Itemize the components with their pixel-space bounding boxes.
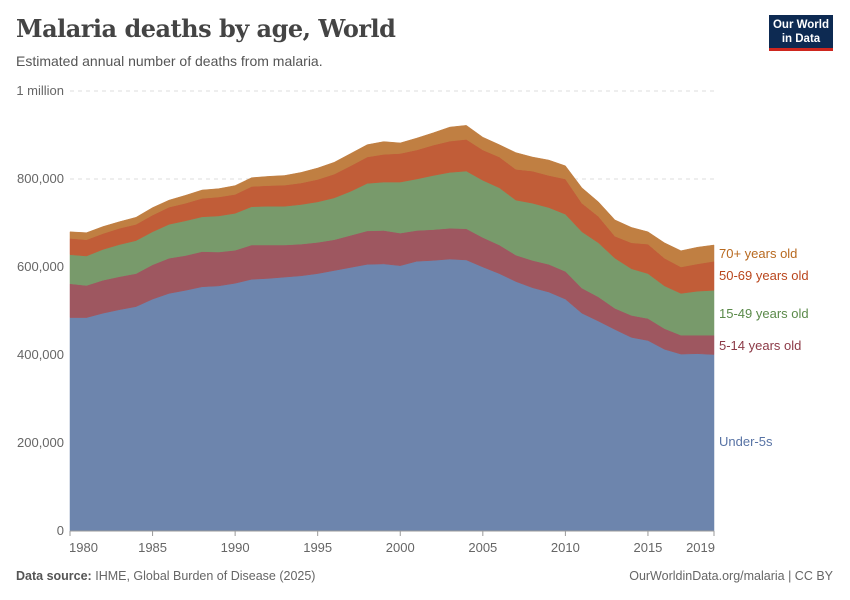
source-text[interactable]: IHME, Global Burden of Disease (2025) (95, 569, 316, 583)
x-tick-label: 2010 (551, 540, 580, 555)
x-tick-label: 1985 (138, 540, 167, 555)
data-source: Data source: IHME, Global Burden of Dise… (16, 569, 315, 583)
legend-label: 70+ years old (719, 246, 797, 261)
stacked-area-chart: 0 200,000 400,000 600,000 800,000 1 million 19… (16, 83, 809, 555)
x-tick-label: 1995 (303, 540, 332, 555)
y-tick-label: 1 million (16, 83, 64, 98)
x-tick-label: 1990 (221, 540, 250, 555)
logo-line1: Our World (772, 19, 829, 31)
logo-line2: in Data (781, 33, 821, 45)
x-tick-label: 2019 (686, 540, 715, 555)
legend-label: Under-5s (719, 434, 773, 449)
y-tick-label: 0 (57, 523, 64, 538)
page-title: Malaria deaths by age, World (16, 14, 396, 43)
owid-logo[interactable]: Our World in Data (769, 15, 833, 51)
y-tick-label: 200,000 (17, 435, 64, 450)
y-tick-label: 400,000 (17, 347, 64, 362)
x-tick-label: 2005 (468, 540, 497, 555)
y-tick-label: 600,000 (17, 259, 64, 274)
x-tick-label: 2000 (386, 540, 415, 555)
legend-label: 5-14 years old (719, 338, 801, 353)
x-tick-label: 2015 (633, 540, 662, 555)
x-tick-label: 1980 (69, 540, 98, 555)
legend-label: 15-49 years old (719, 306, 809, 321)
y-tick-label: 800,000 (17, 171, 64, 186)
legend-label: 50-69 years old (719, 268, 809, 283)
page-subtitle: Estimated annual number of deaths from m… (16, 53, 323, 69)
credit-link[interactable]: OurWorldinData.org/malaria | CC BY (629, 569, 833, 583)
source-label: Data source: (16, 569, 92, 583)
area-70-years-old (69, 125, 715, 268)
